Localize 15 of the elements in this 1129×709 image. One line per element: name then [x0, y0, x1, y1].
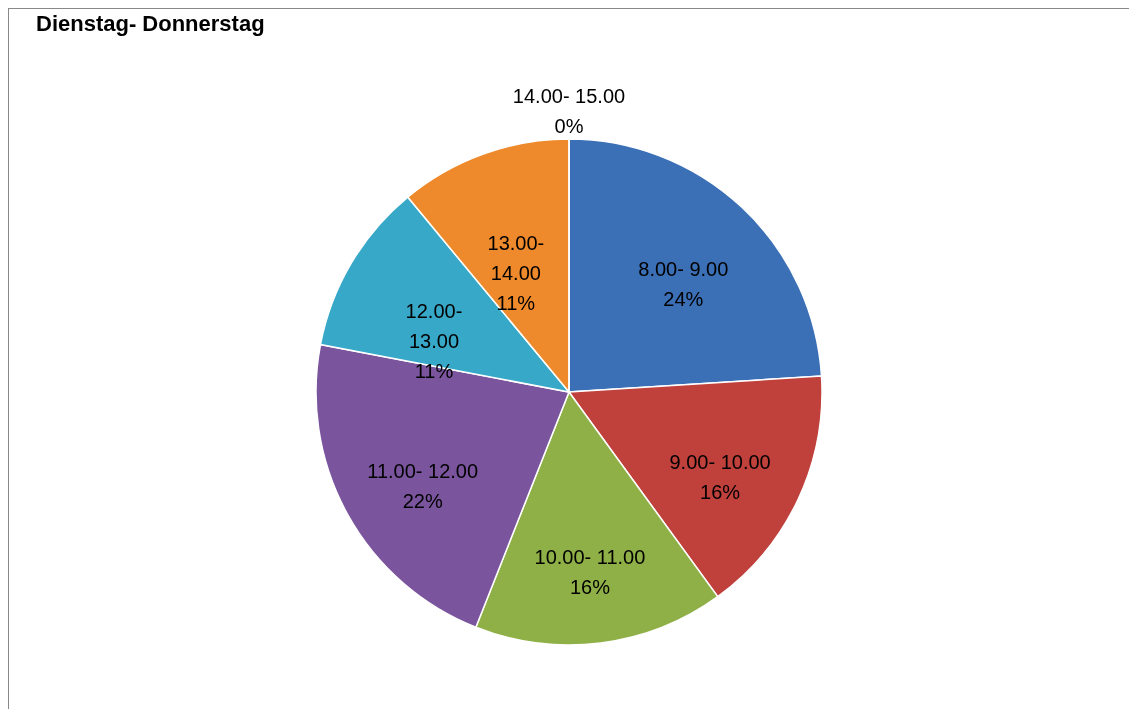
- data-label: 16%: [700, 481, 741, 504]
- data-label: 11%: [496, 292, 536, 315]
- slice-label: 11.00- 12.00: [367, 460, 479, 483]
- data-label: 24%: [663, 288, 704, 311]
- slice-label: 13.00- 14.00: [487, 232, 545, 285]
- slice-label: 10.00- 11.00: [534, 545, 646, 568]
- slice-label: 9.00- 10.00: [669, 451, 771, 474]
- category-label: 14.00- 15.00: [512, 85, 626, 107]
- chart-title: Dienstag- Donnerstag: [36, 11, 265, 36]
- data-label: 11%: [414, 360, 454, 383]
- text: 0%: [554, 115, 584, 137]
- slice-label: 8.00- 9.00: [638, 258, 729, 281]
- data-label: 22%: [402, 490, 443, 513]
- slice-label: 12.00- 13.00: [405, 300, 463, 353]
- data-label: 16%: [569, 575, 611, 598]
